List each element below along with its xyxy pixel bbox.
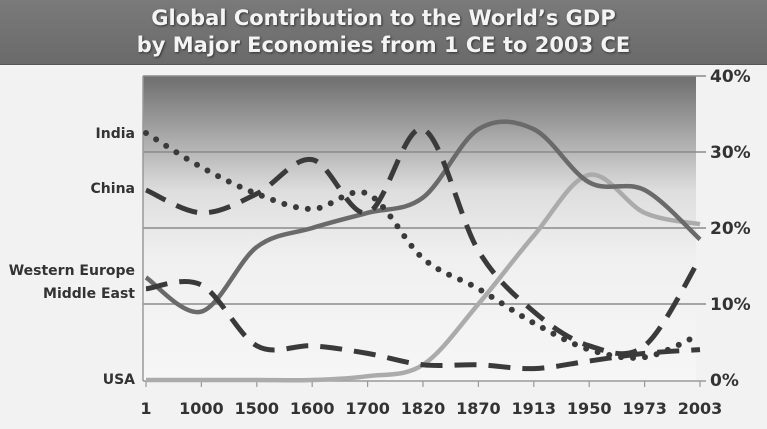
series-label: India xyxy=(96,126,135,142)
series-lines xyxy=(143,119,703,383)
x-tick-label: 1600 xyxy=(290,399,335,418)
series-usa xyxy=(145,172,701,383)
x-tick-label: 1870 xyxy=(456,399,501,418)
x-tick-label: 1 xyxy=(140,399,151,418)
x-tick-label: 1500 xyxy=(235,399,280,418)
series-middle-east xyxy=(145,278,701,372)
chart-title-line1: Global Contribution to the World’s GDP xyxy=(151,6,616,30)
series-label: USA xyxy=(103,372,135,388)
y-tick-label: 30% xyxy=(710,143,751,163)
gridlines xyxy=(143,75,706,305)
x-tick-label: 1820 xyxy=(401,399,446,418)
series-india xyxy=(143,130,703,361)
x-tick-label: 1700 xyxy=(345,399,390,418)
x-tick-label: 2003 xyxy=(678,399,723,418)
title-bar: Global Contribution to the World’s GDP b… xyxy=(0,0,767,65)
x-tick-label: 1000 xyxy=(179,399,224,418)
x-tick-label: 1973 xyxy=(622,399,667,418)
x-tick-label: 1913 xyxy=(512,399,557,418)
series-western-europe xyxy=(144,119,702,315)
series-label: China xyxy=(91,181,135,197)
labels: 0% 10% 20% 30% 40% 1 1000 1500 1600 1700 1820 1870 1… xyxy=(9,67,751,418)
chart-title-line2: by Major Economies from 1 CE to 2003 CE xyxy=(136,33,631,57)
y-tick-label: 0% xyxy=(710,371,739,391)
x-tick-label: 1950 xyxy=(567,399,612,418)
y-tick-label: 10% xyxy=(710,295,751,315)
y-tick-label: 40% xyxy=(710,67,751,87)
series-label: Middle East xyxy=(43,286,135,302)
y-tick-label: 20% xyxy=(710,219,751,239)
series-china xyxy=(144,126,703,357)
series-label: Western Europe xyxy=(9,263,135,279)
